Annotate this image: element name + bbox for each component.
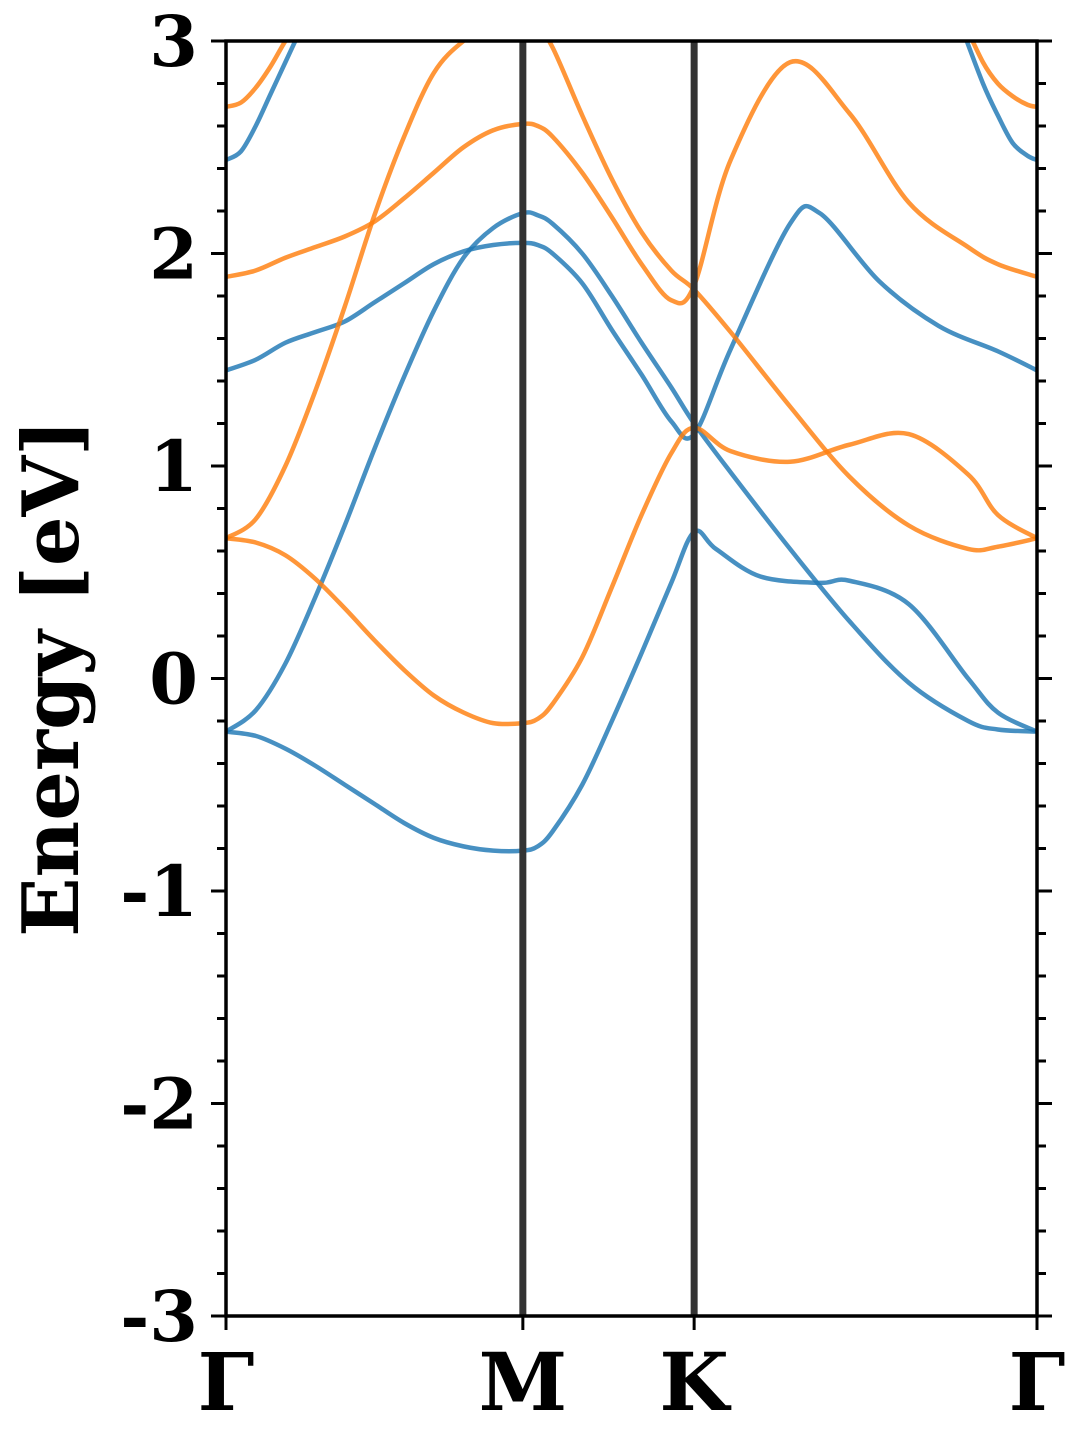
kpoint-lines-layer [519,41,698,1316]
y-tick-label: 2 [149,213,198,296]
band-line-spin-down-6 [226,41,1037,553]
band-line-spin-down-8 [226,41,289,110]
x-tick-label: Γ [198,1335,255,1429]
y-tick-label: -3 [120,1275,198,1358]
y-tick-label: 0 [149,638,198,721]
band-line-spin-up-0 [226,528,1037,854]
y-tick-label: 1 [149,425,198,508]
band-line-spin-up-3 [226,41,298,163]
x-tick-label: M [479,1335,568,1429]
band-line-spin-up-1 [226,210,1037,734]
band-line-spin-down-7 [226,58,1037,306]
band-line-spin-up-4 [964,41,1037,163]
band-line-spin-up-2 [226,204,1037,441]
band-line-spin-down-5 [226,425,1037,727]
x-tick-label: K [659,1335,731,1429]
y-axis-label: Energy [eV] [6,419,97,937]
y-tick-label: -2 [120,1063,198,1146]
x-tick-label: Γ [1009,1335,1066,1429]
y-tick-label: -1 [120,850,198,933]
y-tick-label: 3 [149,0,198,83]
band-line-spin-down-9 [970,41,1037,110]
bands-layer [226,41,1037,854]
